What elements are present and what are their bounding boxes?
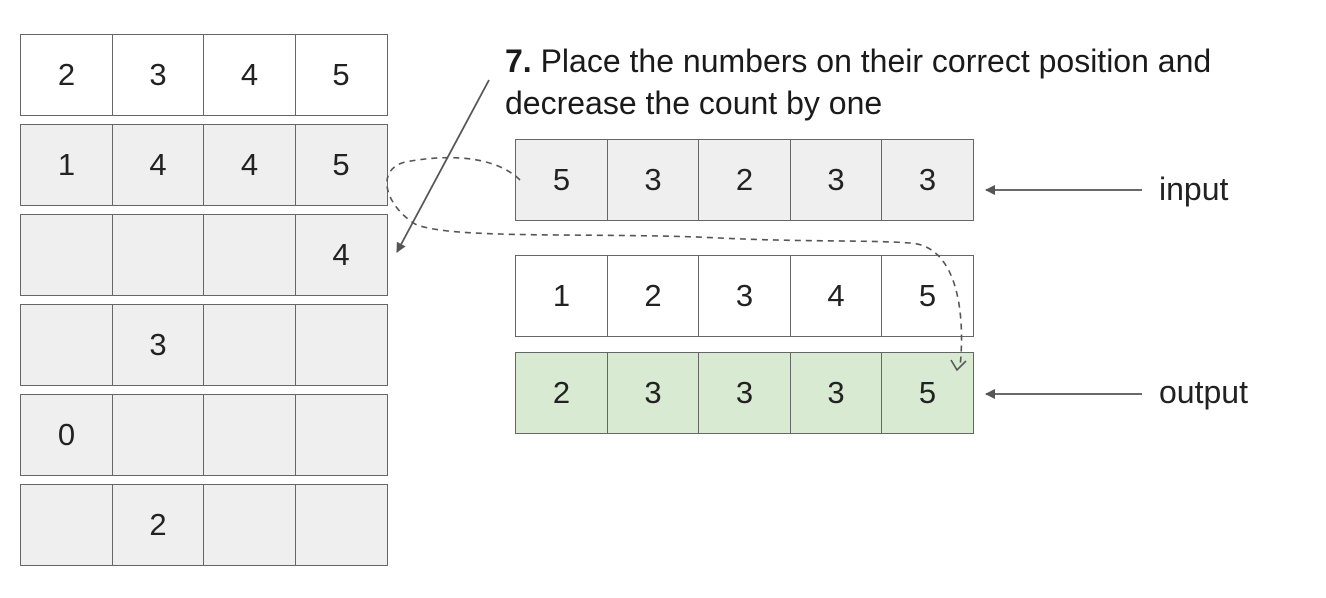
left-cell: 2 bbox=[111, 484, 205, 566]
left-cell bbox=[294, 304, 388, 386]
left-cell: 4 bbox=[203, 124, 296, 206]
dashed-arrowhead bbox=[950, 359, 967, 372]
input-array: 5 3 2 3 3 bbox=[515, 139, 974, 221]
left-cell bbox=[20, 214, 113, 296]
left-table-row-4: 0 bbox=[20, 394, 388, 476]
left-cell bbox=[203, 484, 296, 566]
left-cell: 3 bbox=[111, 304, 205, 386]
step-number: 7. bbox=[505, 43, 532, 79]
index-cell: 4 bbox=[789, 255, 883, 337]
left-cell: 2 bbox=[20, 34, 113, 116]
left-table-row-3: 3 bbox=[20, 304, 388, 386]
input-cell: 5 bbox=[515, 139, 608, 221]
left-cell bbox=[20, 484, 113, 566]
output-cell: 5 bbox=[881, 352, 974, 434]
index-cell: 1 bbox=[515, 255, 608, 337]
left-table-row-1: 1 4 4 5 bbox=[20, 124, 388, 206]
dashed-path-arrow bbox=[386, 156, 963, 368]
left-cell bbox=[111, 214, 205, 296]
output-cell: 2 bbox=[515, 352, 608, 434]
input-cell: 3 bbox=[881, 139, 974, 221]
input-cell: 3 bbox=[606, 139, 700, 221]
index-cell: 2 bbox=[606, 255, 700, 337]
index-cell: 3 bbox=[698, 255, 791, 337]
output-cell: 3 bbox=[698, 352, 791, 434]
left-cell: 1 bbox=[20, 124, 113, 206]
pointer-arrow bbox=[396, 79, 490, 253]
left-cell bbox=[294, 484, 388, 566]
left-cell bbox=[203, 304, 296, 386]
left-cell: 5 bbox=[294, 124, 388, 206]
left-cell: 5 bbox=[294, 34, 388, 116]
left-cell: 3 bbox=[111, 34, 205, 116]
left-cell: 4 bbox=[203, 34, 296, 116]
index-cell: 5 bbox=[881, 255, 974, 337]
step-title: 7. Place the numbers on their correct po… bbox=[505, 40, 1305, 124]
left-table-row-2: 4 bbox=[20, 214, 388, 296]
left-table-row-0: 2 3 4 5 bbox=[20, 34, 388, 116]
left-table-row-5: 2 bbox=[20, 484, 388, 566]
step-text: Place the numbers on their correct posit… bbox=[505, 43, 1212, 121]
left-cell bbox=[20, 304, 113, 386]
left-cell: 0 bbox=[20, 394, 113, 476]
output-cell: 3 bbox=[789, 352, 883, 434]
left-cell bbox=[294, 394, 388, 476]
index-array: 1 2 3 4 5 bbox=[515, 255, 974, 337]
input-label: input bbox=[1159, 171, 1229, 207]
output-label: output bbox=[1159, 374, 1248, 410]
output-array: 2 3 3 3 5 bbox=[515, 352, 974, 434]
left-cell: 4 bbox=[294, 214, 388, 296]
left-cell bbox=[203, 394, 296, 476]
